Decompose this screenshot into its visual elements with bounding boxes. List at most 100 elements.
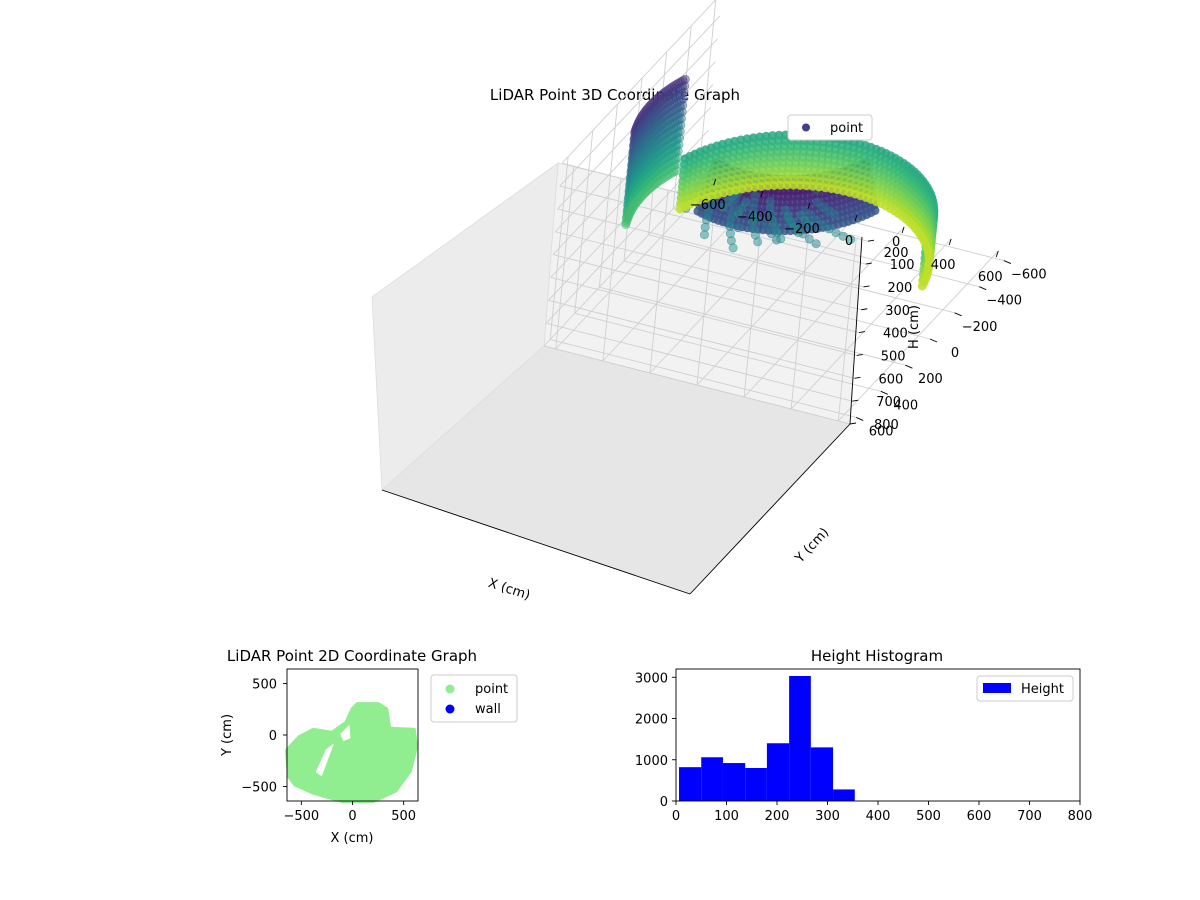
grid-line [559,185,866,265]
grid-line [552,254,860,334]
legend-3d: point [787,114,873,141]
data-point [700,222,710,232]
histogram-bar [679,767,702,801]
histogram-bar [701,757,723,801]
x-tick-label-3d: 0 [845,234,853,249]
histogram-bars [679,676,855,801]
y-tick-label-2d: 500 [252,677,277,692]
data-point [674,140,684,150]
x-tick-3d [948,238,952,246]
y-tick-3d [855,417,864,421]
z-tick-label-3d: 200 [888,281,913,296]
data-point [676,120,686,130]
z-tick-label-3d: 600 [879,372,904,387]
data-point [824,224,834,234]
z-axis-label-3d: H (cm) [907,305,922,349]
y-tick-label-hist: 2000 [635,713,668,728]
lidar-3d-plot: LiDAR Point 3D Coordinate Graph −600 −400… [371,0,1047,604]
data-point [680,74,690,84]
y-tick-3d [929,338,938,343]
data-point [677,107,687,117]
x-axis-line [381,489,691,595]
chart-hist-title: Height Histogram [811,647,943,665]
y-tick-3d [954,312,962,317]
grid-line [557,208,864,288]
point-cloud-3d [621,74,939,291]
grid-line [574,312,881,392]
data-point [781,205,791,215]
z-tick-label-3d: 300 [885,304,910,319]
z-tick-3d [854,376,861,379]
y-axis-label-2d: Y (cm) [220,714,235,757]
lidar-2d-plot: LiDAR Point 2D Coordinate Graph −500 0 500… [220,647,518,846]
data-point [829,209,839,219]
data-point [679,87,689,97]
z-tick-label-3d: 700 [876,395,901,410]
y-tick-3d [880,390,888,395]
z-tick-label-3d: 100 [890,258,915,273]
legend-hist-label: Height [1021,682,1064,697]
z-tick-label-3d: 400 [883,327,908,342]
chart-2d-title: LiDAR Point 2D Coordinate Graph [227,647,477,665]
y-tick-label-3d: −200 [962,320,998,335]
data-point [680,81,690,91]
histogram-bar [766,743,790,801]
y-tick-label-3d: 200 [918,372,943,387]
data-point [741,198,751,208]
data-point [675,127,685,137]
grid-line [548,299,855,379]
grid-line [559,15,721,187]
data-point [699,230,709,240]
grid-line [623,260,931,340]
grid-line [743,226,905,398]
y-tick-label-3d: 600 [869,424,894,439]
data-point [804,234,814,244]
grid-line [555,231,862,311]
data-point [758,216,768,226]
x-tick-label-3d: 400 [931,258,956,273]
histogram-bar [722,763,746,801]
x-tick-3d [760,190,764,198]
x-axis-label-3d: X (cm) [486,576,532,604]
z-axis-line [849,236,863,425]
data-point [846,234,856,244]
y-axis-line [689,423,851,595]
histogram-bar [745,768,767,801]
z-tick-3d [852,399,859,402]
axis-ticks-2d: −500 0 500 −500 0 500 [241,677,416,824]
legend-hist-box [976,675,1074,702]
x-tick-label-hist: 300 [815,809,840,824]
x-tick-label-hist: 600 [967,809,992,824]
x-tick-label-3d: −400 [737,210,773,225]
data-point [750,191,760,201]
x-tick-3d [713,178,717,186]
z-tick-label-3d: 0 [892,235,900,250]
data-point [831,228,841,238]
legend-2d-wall-label: wall [475,702,501,717]
axis-ticks-hist: 0 100 200 300 400 500 600 700 800 0 1000 2000 3000 [635,671,1093,824]
y-tick-label-hist: 1000 [635,754,668,769]
legend-2d-point-label: point [475,682,508,697]
grid-line [543,345,851,425]
data-point [718,202,728,212]
y-tick-label-3d: 0 [951,346,959,361]
y-tick-label-2d: 0 [269,729,277,744]
grid-line [550,339,857,418]
x-tick-label-3d: 600 [978,270,1003,285]
data-point [676,114,686,124]
z-tick-label-3d: 800 [874,418,899,433]
y-tick-3d [979,286,987,291]
data-point [838,231,848,241]
data-point [674,133,684,143]
histogram-bar [810,747,834,801]
x-tick-label-hist: 500 [916,809,941,824]
y-tick-3d [905,364,913,369]
z-tick-3d [861,308,868,311]
x-tick-label-hist: 0 [672,809,680,824]
z-tick-3d [867,239,875,242]
legend-2d: point wall [430,674,518,723]
x-tick-label-2d: −500 [283,809,319,824]
y-tick-label-hist: 3000 [635,671,668,686]
y-tick-label-3d: −600 [1011,268,1047,283]
